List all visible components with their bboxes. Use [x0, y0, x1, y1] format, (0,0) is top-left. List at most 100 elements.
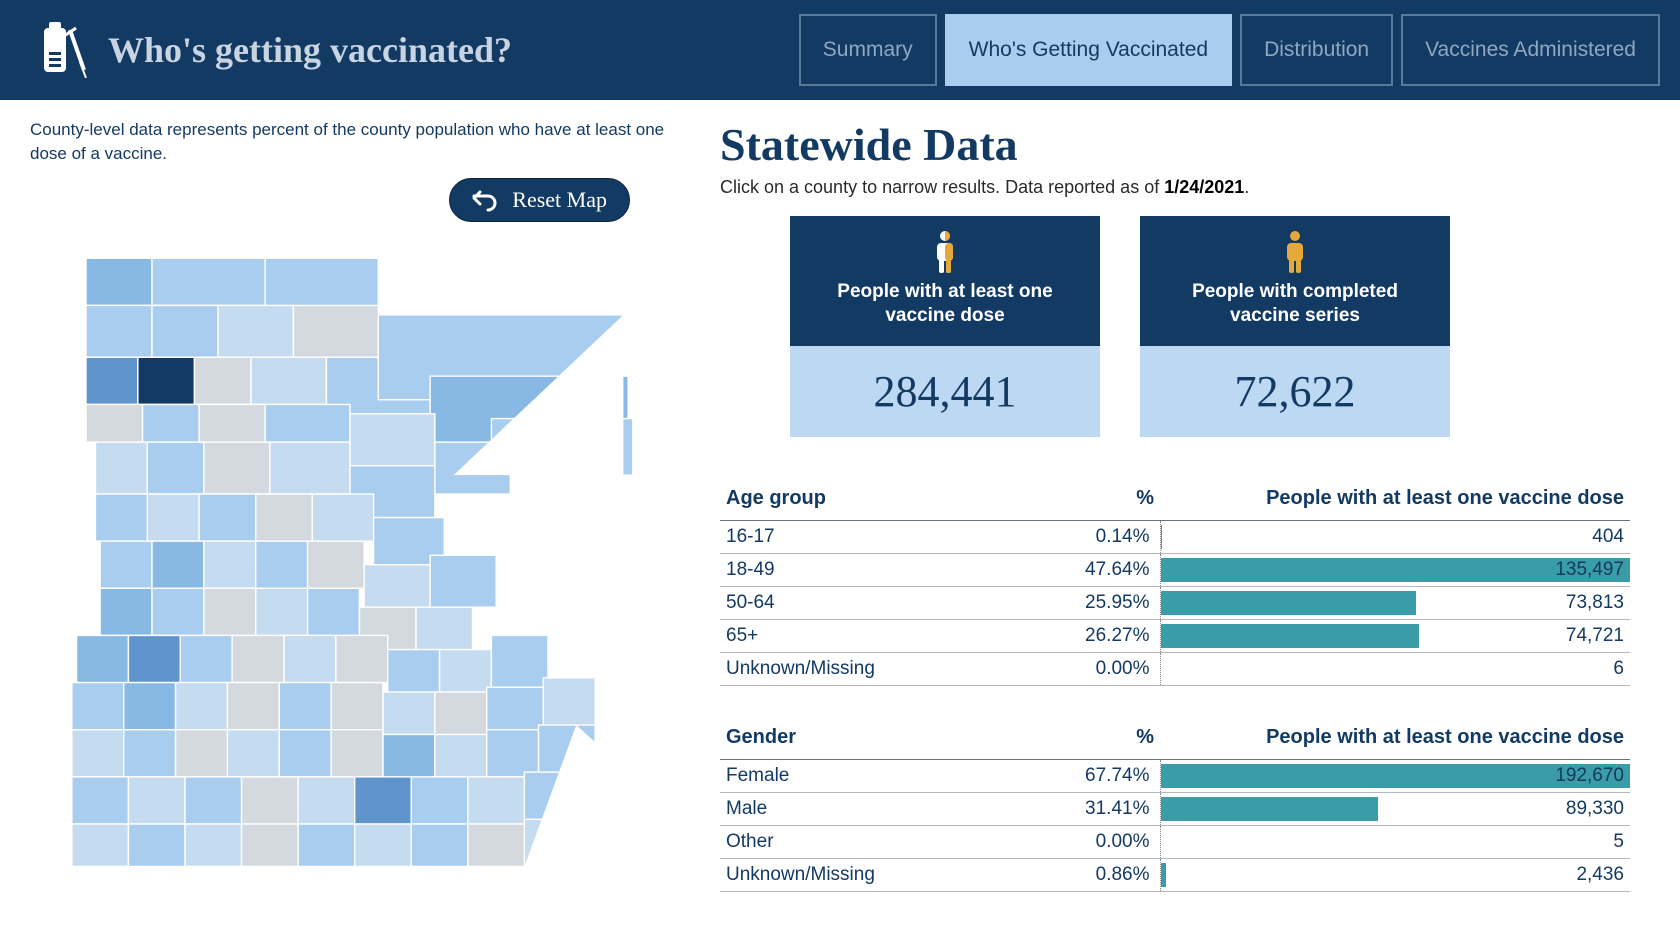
county[interactable]	[487, 687, 544, 734]
county[interactable]	[185, 776, 242, 823]
county[interactable]	[383, 734, 435, 781]
county[interactable]	[227, 729, 279, 776]
county[interactable]	[176, 729, 228, 776]
tab-vaccines-administered[interactable]: Vaccines Administered	[1401, 14, 1660, 86]
county[interactable]	[204, 442, 270, 494]
county[interactable]	[284, 635, 336, 682]
county[interactable]	[152, 305, 218, 357]
county[interactable]	[124, 729, 176, 776]
reset-row: Reset Map	[30, 178, 690, 222]
county[interactable]	[232, 635, 284, 682]
county[interactable]	[176, 682, 228, 729]
county[interactable]	[95, 494, 147, 541]
county[interactable]	[468, 776, 525, 823]
row-pct: 26.27%	[1040, 619, 1160, 652]
county[interactable]	[152, 258, 265, 305]
tab-summary[interactable]: Summary	[799, 14, 937, 86]
county[interactable]	[435, 734, 487, 781]
county[interactable]	[440, 649, 492, 696]
county[interactable]	[86, 305, 152, 357]
county[interactable]	[265, 404, 350, 442]
county[interactable]	[435, 692, 487, 739]
county[interactable]	[72, 729, 124, 776]
county[interactable]	[383, 692, 435, 739]
reset-map-button[interactable]: Reset Map	[449, 178, 630, 222]
county[interactable]	[256, 588, 308, 635]
county[interactable]	[298, 824, 355, 866]
county[interactable]	[242, 824, 299, 866]
county[interactable]	[411, 824, 468, 866]
county[interactable]	[251, 357, 326, 404]
tab-whos-getting-vaccinated[interactable]: Who's Getting Vaccinated	[945, 14, 1232, 86]
row-category: Other	[720, 825, 1040, 858]
county[interactable]	[543, 677, 595, 729]
county[interactable]	[199, 404, 265, 442]
county[interactable]	[204, 541, 256, 588]
row-value: 404	[1592, 526, 1624, 548]
county[interactable]	[227, 682, 279, 729]
county[interactable]	[256, 541, 308, 588]
county[interactable]	[331, 729, 383, 776]
county[interactable]	[298, 776, 355, 823]
county[interactable]	[279, 682, 331, 729]
data-panel: Statewide Data Click on a county to narr…	[720, 118, 1650, 922]
county[interactable]	[152, 588, 204, 635]
county[interactable]	[308, 541, 365, 588]
county[interactable]	[331, 682, 383, 729]
county[interactable]	[355, 824, 412, 866]
county[interactable]	[388, 649, 440, 696]
county[interactable]	[128, 776, 185, 823]
county[interactable]	[411, 776, 468, 823]
county-map[interactable]	[30, 230, 670, 890]
county[interactable]	[293, 305, 378, 357]
county[interactable]	[312, 494, 373, 541]
person-icon	[928, 230, 962, 274]
county[interactable]	[124, 682, 176, 729]
county[interactable]	[72, 776, 129, 823]
county[interactable]	[147, 442, 204, 494]
card-at-least-one-dose: People with at least one vaccine dose 28…	[790, 216, 1100, 437]
county[interactable]	[468, 824, 525, 866]
tab-distribution[interactable]: Distribution	[1240, 14, 1393, 86]
county[interactable]	[487, 729, 539, 776]
county[interactable]	[152, 541, 204, 588]
county[interactable]	[77, 635, 129, 682]
county[interactable]	[180, 635, 232, 682]
county[interactable]	[95, 442, 147, 494]
county[interactable]	[199, 494, 256, 541]
county[interactable]	[72, 824, 129, 866]
county[interactable]	[430, 555, 496, 607]
county[interactable]	[147, 494, 199, 541]
county[interactable]	[270, 442, 350, 494]
county[interactable]	[86, 404, 143, 442]
row-pct: 0.00%	[1040, 652, 1160, 685]
county[interactable]	[138, 357, 195, 404]
county[interactable]	[204, 588, 256, 635]
county[interactable]	[100, 588, 152, 635]
county[interactable]	[128, 824, 185, 866]
county[interactable]	[364, 564, 430, 611]
county[interactable]	[218, 305, 293, 357]
county[interactable]	[279, 729, 331, 776]
county[interactable]	[416, 607, 473, 654]
county[interactable]	[72, 682, 124, 729]
county[interactable]	[308, 588, 360, 635]
county[interactable]	[336, 635, 388, 682]
county[interactable]	[185, 824, 242, 866]
county[interactable]	[355, 776, 412, 823]
county[interactable]	[350, 413, 435, 465]
row-value: 74,721	[1566, 625, 1624, 647]
county[interactable]	[128, 635, 180, 682]
county[interactable]	[194, 357, 251, 404]
county[interactable]	[491, 635, 548, 687]
subtitle-date: 1/24/2021	[1164, 177, 1244, 197]
county[interactable]	[256, 494, 313, 541]
county[interactable]	[86, 258, 152, 305]
county[interactable]	[86, 357, 138, 404]
county[interactable]	[143, 404, 200, 442]
statewide-subtitle: Click on a county to narrow results. Dat…	[720, 177, 1630, 198]
county[interactable]	[242, 776, 299, 823]
county[interactable]	[100, 541, 152, 588]
row-category: 50-64	[720, 586, 1040, 619]
row-value: 2,436	[1576, 864, 1624, 886]
